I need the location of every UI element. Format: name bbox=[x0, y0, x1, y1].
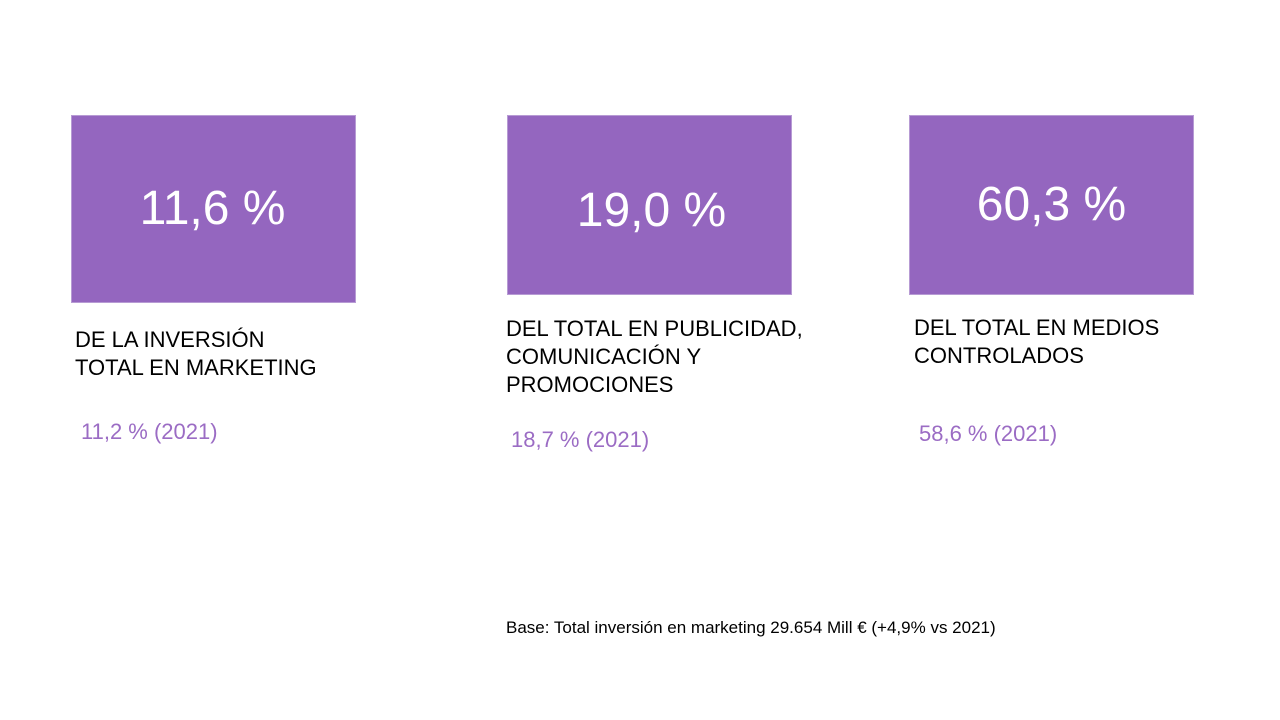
kpi-previous-value: 58,6 % (2021) bbox=[919, 421, 1058, 446]
kpi-previous-value: 18,7 % (2021) bbox=[511, 427, 650, 452]
kpi-value: 60,3 % bbox=[976, 178, 1127, 231]
kpi-card-marketing-share: 11,6 % bbox=[71, 115, 356, 303]
kpi-card-controlled-media-share: 60,3 % bbox=[909, 115, 1194, 295]
kpi-description: DE LA INVERSIÓN TOTAL EN MARKETING bbox=[75, 327, 317, 380]
base-footnote: Base: Total inversión en marketing 29.65… bbox=[506, 618, 996, 637]
kpi-description: DEL TOTAL EN PUBLICIDAD, COMUNICACIÓN Y … bbox=[506, 316, 803, 397]
kpi-value: 11,6 % bbox=[139, 182, 286, 235]
kpi-previous-value: 11,2 % (2021) bbox=[81, 419, 218, 444]
kpi-description: DEL TOTAL EN MEDIOS CONTROLADOS bbox=[914, 315, 1160, 368]
kpi-value: 19,0 % bbox=[576, 184, 727, 237]
kpi-card-advertising-share: 19,0 % bbox=[507, 115, 792, 295]
